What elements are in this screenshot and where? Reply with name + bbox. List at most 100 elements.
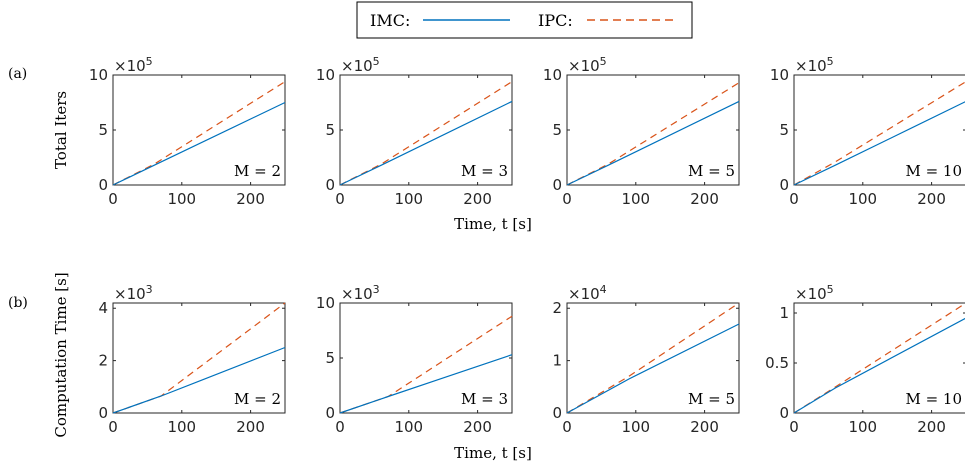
y-exponent-power: 5 xyxy=(146,55,153,68)
series-line-ipc xyxy=(793,81,965,186)
plot-frame xyxy=(112,302,286,414)
y-tick-label: 0 xyxy=(779,404,789,422)
x-axis-title-row-b: Time, t [s] xyxy=(454,444,532,462)
series-line-ipc xyxy=(566,302,740,414)
x-tick-label: 100 xyxy=(167,190,196,208)
y-exponent-label: ×103 xyxy=(341,283,380,303)
legend: IMC: IPC: xyxy=(356,1,693,39)
y-exponent-power: 5 xyxy=(827,283,834,296)
y-exponent-power: 4 xyxy=(600,283,607,296)
series-line-imc xyxy=(339,100,513,186)
y-tick-label: 5 xyxy=(779,121,789,139)
legend-box xyxy=(356,1,693,39)
x-tick-label: 0 xyxy=(562,418,572,436)
y-tick-label: 5 xyxy=(325,121,335,139)
y-tick-label: 2 xyxy=(98,352,108,370)
y-exponent-power: 3 xyxy=(146,283,153,296)
y-tick-label: 10 xyxy=(316,66,335,84)
y-tick-label: 5 xyxy=(98,121,108,139)
row-label-a: (a) xyxy=(8,66,27,82)
x-tick-label: 0 xyxy=(789,190,799,208)
x-tick-label: 200 xyxy=(463,190,492,208)
x-axis-title-row-a: Time, t [s] xyxy=(454,215,532,233)
y-tick-label: 10 xyxy=(89,66,108,84)
y-exponent-label: ×105 xyxy=(114,55,153,75)
panel-annotation: M = 2 xyxy=(234,390,281,408)
x-tick-label: 200 xyxy=(690,190,719,208)
subplot-7: 0 0.5 1 0 100 200 ×105 M = 10 xyxy=(765,283,965,436)
panel-annotation: M = 3 xyxy=(461,390,508,408)
x-tick-label: 0 xyxy=(108,190,118,208)
x-tick-label: 0 xyxy=(335,190,345,208)
y-tick-label: 0 xyxy=(325,404,335,422)
plot-frame xyxy=(793,74,965,186)
series-line-imc xyxy=(793,101,965,186)
y-exponent-label: ×104 xyxy=(568,283,607,303)
y-exponent-label: ×105 xyxy=(795,55,834,75)
y-tick-label: 0 xyxy=(779,176,789,194)
legend-label-imc: IMC: xyxy=(370,11,410,30)
y-tick-label: 0 xyxy=(325,176,335,194)
y-tick-label: 1 xyxy=(779,304,789,322)
plot-frame xyxy=(566,302,740,414)
y-exponent-power: 3 xyxy=(373,283,380,296)
y-axis-title-row-a: Total Iters xyxy=(52,91,70,169)
y-exponent-power: 5 xyxy=(600,55,607,68)
series-line-imc xyxy=(793,317,965,414)
plot-frame xyxy=(339,74,513,186)
y-tick-label: 0 xyxy=(552,176,562,194)
x-tick-label: 100 xyxy=(394,418,423,436)
y-tick-label: 5 xyxy=(552,121,562,139)
series-line-imc xyxy=(339,354,513,414)
subplot-4: 0 2 4 0 100 200 ×103 M = 2 xyxy=(98,283,286,436)
panel-annotation: M = 10 xyxy=(905,162,962,180)
x-tick-label: 0 xyxy=(108,418,118,436)
x-tick-label: 100 xyxy=(848,190,877,208)
legend-label-ipc: IPC: xyxy=(538,11,573,30)
row-label-b: (b) xyxy=(8,295,28,311)
x-tick-label: 200 xyxy=(690,418,719,436)
panel-annotation: M = 10 xyxy=(905,390,962,408)
panel-annotation: M = 3 xyxy=(461,162,508,180)
x-tick-label: 0 xyxy=(562,190,572,208)
series-line-imc xyxy=(566,323,740,414)
y-tick-label: 0.5 xyxy=(765,354,789,372)
x-tick-label: 200 xyxy=(236,190,265,208)
y-exponent-label: ×103 xyxy=(114,283,153,303)
y-tick-label: 10 xyxy=(543,66,562,84)
y-tick-label: 0 xyxy=(98,404,108,422)
y-tick-label: 5 xyxy=(325,349,335,367)
y-exponent-label: ×105 xyxy=(795,283,834,303)
y-tick-label: 0 xyxy=(552,404,562,422)
y-tick-label: 10 xyxy=(770,66,789,84)
x-tick-label: 100 xyxy=(848,418,877,436)
x-tick-label: 100 xyxy=(621,190,650,208)
x-tick-label: 200 xyxy=(917,418,946,436)
y-axis-title-row-b: Computation Time [s] xyxy=(52,272,70,437)
panel-annotation: M = 5 xyxy=(688,390,735,408)
x-tick-label: 100 xyxy=(167,418,196,436)
y-tick-label: 1 xyxy=(552,352,562,370)
series-line-imc xyxy=(566,100,740,186)
x-tick-label: 200 xyxy=(463,418,492,436)
x-tick-label: 200 xyxy=(917,190,946,208)
x-tick-label: 100 xyxy=(621,418,650,436)
x-tick-label: 0 xyxy=(335,418,345,436)
y-tick-label: 2 xyxy=(552,299,562,317)
y-tick-label: 0 xyxy=(98,176,108,194)
y-exponent-power: 5 xyxy=(827,55,834,68)
panel-annotation: M = 2 xyxy=(234,162,281,180)
subplot-6: 0 1 2 0 100 200 ×104 M = 5 xyxy=(552,283,740,436)
plot-frame xyxy=(566,74,740,186)
x-tick-label: 100 xyxy=(394,190,423,208)
y-exponent-label: ×105 xyxy=(568,55,607,75)
plot-frame xyxy=(339,302,513,414)
plot-frame xyxy=(112,74,286,186)
